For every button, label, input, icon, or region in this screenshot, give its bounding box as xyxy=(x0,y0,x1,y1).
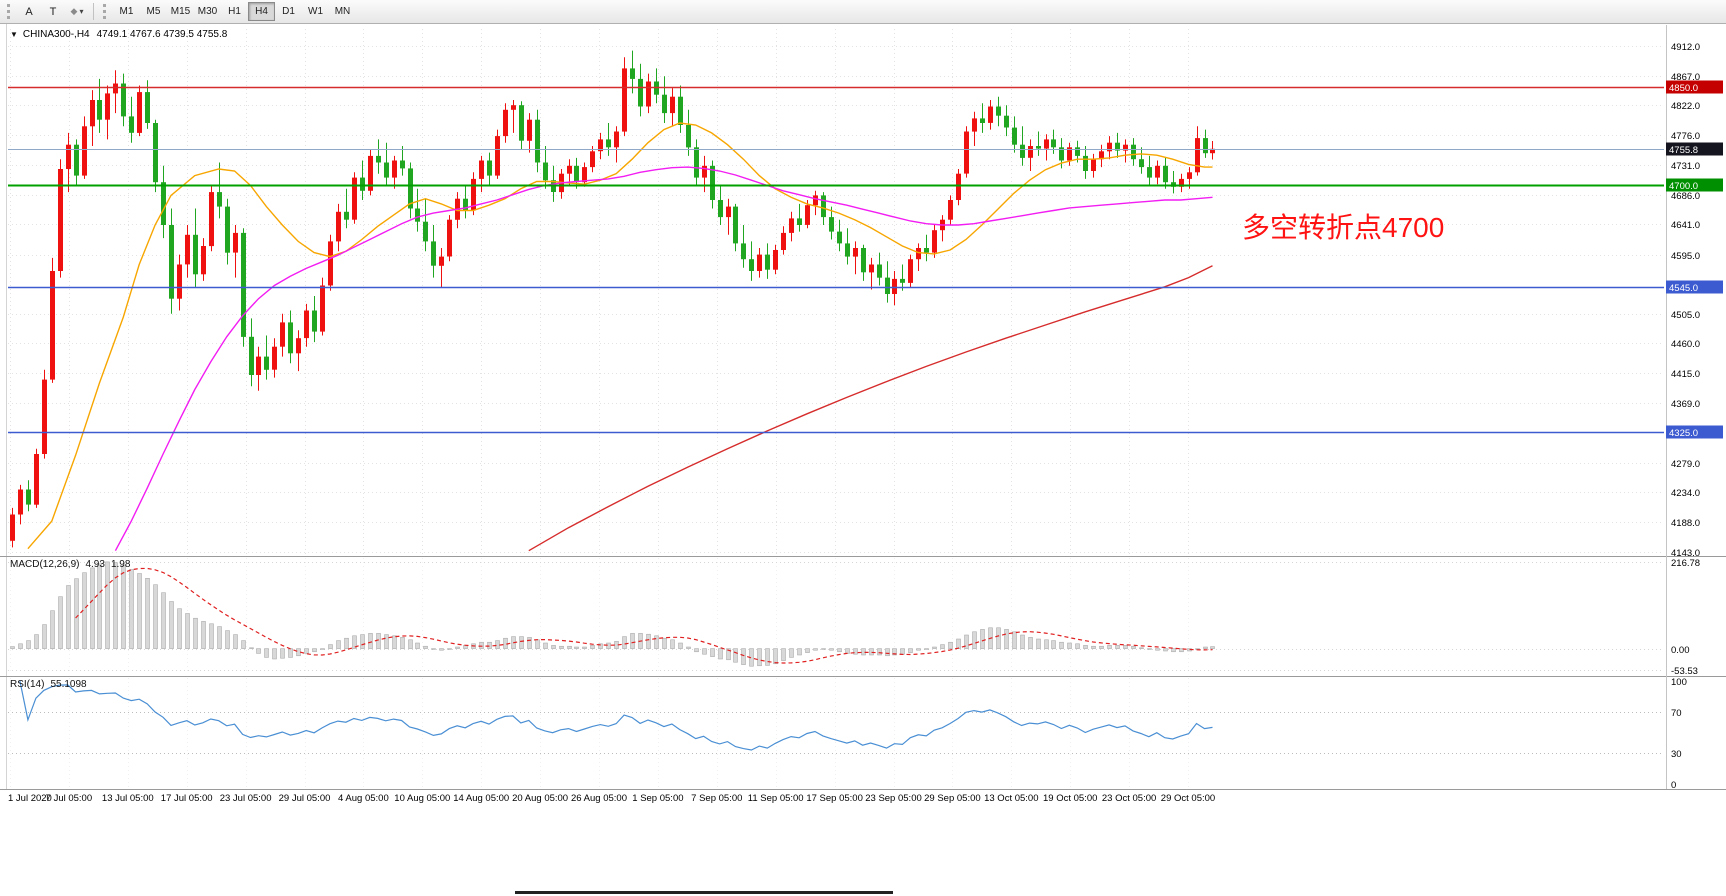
chart-window-border xyxy=(6,24,7,809)
svg-text:4641.0: 4641.0 xyxy=(1671,220,1700,231)
time-label: 11 Sep 05:00 xyxy=(747,793,804,804)
toolbar-separator xyxy=(93,3,94,20)
rsi-name: RSI(14) xyxy=(10,679,45,690)
svg-text:4415.0: 4415.0 xyxy=(1671,369,1700,380)
macd-signal-value: 1.98 xyxy=(110,559,131,570)
chart-title: ▼ CHINA300-,H4 4749.1 4767.6 4739.5 4755.8 xyxy=(10,29,227,40)
chart-collapse-icon[interactable]: ▼ xyxy=(10,30,18,39)
svg-text:4143.0: 4143.0 xyxy=(1671,548,1700,556)
svg-text:4595.0: 4595.0 xyxy=(1671,251,1700,262)
rsi-panel-canvas[interactable]: 100 70 30 0 xyxy=(0,676,1726,789)
time-label: 10 Aug 05:00 xyxy=(394,793,451,804)
chevron-down-icon: ▾ xyxy=(79,7,84,16)
macd-panel-canvas[interactable]: 216.78 0.00 -53.53 xyxy=(0,556,1726,676)
price-badge xyxy=(1666,178,1723,192)
time-label: 26 Aug 05:00 xyxy=(571,793,627,804)
timeframe-m1-button[interactable]: M1 xyxy=(113,2,140,21)
svg-text:0.00: 0.00 xyxy=(1671,645,1690,656)
chart-ohlc-values: 4749.1 4767.6 4739.5 4755.8 xyxy=(96,29,228,40)
macd-indicator-label: MACD(12,26,9) 4.93 1.98 xyxy=(10,559,130,570)
svg-text:4505.0: 4505.0 xyxy=(1671,310,1700,321)
time-label: 23 Oct 05:00 xyxy=(1101,793,1157,804)
svg-text:4460.0: 4460.0 xyxy=(1671,339,1700,350)
svg-text:4369.0: 4369.0 xyxy=(1671,399,1700,410)
ma-slow-red xyxy=(528,265,1213,552)
svg-text:4755.8: 4755.8 xyxy=(1669,145,1698,156)
timeframe-w1-button[interactable]: W1 xyxy=(302,2,329,21)
time-label: 14 Aug 05:00 xyxy=(453,793,510,804)
svg-text:4325.0: 4325.0 xyxy=(1669,428,1698,439)
svg-text:0: 0 xyxy=(1671,780,1676,789)
time-label: 29 Oct 05:00 xyxy=(1160,793,1216,804)
time-label: 23 Jul 05:00 xyxy=(219,793,272,804)
price-badge xyxy=(1666,80,1723,94)
macd-histogram xyxy=(10,561,1215,667)
horizontal-scrollbar-thumb[interactable] xyxy=(515,891,893,894)
svg-text:216.78: 216.78 xyxy=(1671,558,1700,569)
timeframe-m5-button[interactable]: M5 xyxy=(140,2,167,21)
timeframe-h1-button[interactable]: H1 xyxy=(221,2,248,21)
toolbar: A T ◆ ▾ M1 M5 M15 M30 H1 H4 D1 W1 MN xyxy=(0,0,1726,24)
svg-text:4912.0: 4912.0 xyxy=(1671,42,1700,53)
ma-medium-magenta xyxy=(114,166,1213,552)
timeframe-mn-button[interactable]: MN xyxy=(329,2,356,21)
time-label: 17 Jul 05:00 xyxy=(160,793,213,804)
cursor-tool-button[interactable]: A xyxy=(17,2,41,21)
timeframe-h4-button[interactable]: H4 xyxy=(248,2,275,21)
time-label: 29 Sep 05:00 xyxy=(924,793,981,804)
price-badge xyxy=(1666,425,1723,439)
time-label: 20 Aug 05:00 xyxy=(512,793,569,804)
time-label: 1 Jul 2020 xyxy=(8,793,52,804)
chart-symbol-title: CHINA300-,H4 xyxy=(22,29,90,40)
svg-text:-53.53: -53.53 xyxy=(1671,666,1698,676)
svg-text:100: 100 xyxy=(1671,677,1687,688)
svg-text:4850.0: 4850.0 xyxy=(1669,83,1698,94)
shapes-icon: ◆ xyxy=(70,6,78,16)
time-label: 13 Jul 05:00 xyxy=(101,793,154,804)
ma-fast-orange xyxy=(27,122,1213,550)
time-label: 7 Sep 05:00 xyxy=(691,793,743,804)
price-chart-canvas[interactable]: 4912.0 4867.0 4822.0 4776.0 4731.0 4686.0 4641… xyxy=(0,25,1726,556)
cursor-tool-icon: A xyxy=(25,5,33,18)
timeframe-m15-button[interactable]: M15 xyxy=(167,2,194,21)
time-axis[interactable]: 1 Jul 2020 7 Jul 05:00 13 Jul 05:00 17 Jul … xyxy=(0,789,1726,809)
svg-text:4686.0: 4686.0 xyxy=(1671,191,1700,202)
time-label: 4 Aug 05:00 xyxy=(338,793,389,804)
time-label: 7 Jul 05:00 xyxy=(45,793,93,804)
svg-text:30: 30 xyxy=(1671,749,1682,760)
toolbar-grip[interactable] xyxy=(103,4,108,19)
toolbar-grip[interactable] xyxy=(7,4,12,19)
svg-text:4279.0: 4279.0 xyxy=(1671,459,1700,470)
macd-main-value: 4.93 xyxy=(85,559,105,570)
svg-text:4776.0: 4776.0 xyxy=(1671,131,1700,142)
svg-text:4700.0: 4700.0 xyxy=(1669,181,1698,192)
svg-text:4234.0: 4234.0 xyxy=(1671,488,1700,499)
time-label: 13 Oct 05:00 xyxy=(984,793,1039,804)
svg-text:4731.0: 4731.0 xyxy=(1671,161,1700,172)
macd-name: MACD(12,26,9) xyxy=(10,559,80,570)
shapes-dropdown-button[interactable]: ◆ ▾ xyxy=(65,2,89,21)
rsi-value: 55.1098 xyxy=(50,679,87,690)
price-badge xyxy=(1666,280,1723,294)
svg-text:70: 70 xyxy=(1671,708,1682,719)
trend-annotation-text: 多空转折点4700 xyxy=(1242,212,1445,243)
price-badge xyxy=(1666,142,1723,156)
svg-text:4545.0: 4545.0 xyxy=(1669,283,1698,294)
macd-signal-line xyxy=(75,567,1213,664)
text-tool-button[interactable]: T xyxy=(41,2,65,21)
time-label: 23 Sep 05:00 xyxy=(865,793,922,804)
svg-text:4188.0: 4188.0 xyxy=(1671,518,1700,529)
time-label: 19 Oct 05:00 xyxy=(1042,793,1098,804)
rsi-indicator-label: RSI(14) 55.1098 xyxy=(10,679,87,690)
svg-text:4867.0: 4867.0 xyxy=(1671,72,1700,83)
candles xyxy=(10,50,1215,548)
rsi-line xyxy=(19,680,1213,751)
time-label: 1 Sep 05:00 xyxy=(632,793,684,804)
time-label: 29 Jul 05:00 xyxy=(278,793,331,804)
svg-text:4822.0: 4822.0 xyxy=(1671,101,1700,112)
timeframe-m30-button[interactable]: M30 xyxy=(194,2,221,21)
time-label: 17 Sep 05:00 xyxy=(806,793,863,804)
text-tool-icon: T xyxy=(49,5,57,18)
timeframe-d1-button[interactable]: D1 xyxy=(275,2,302,21)
